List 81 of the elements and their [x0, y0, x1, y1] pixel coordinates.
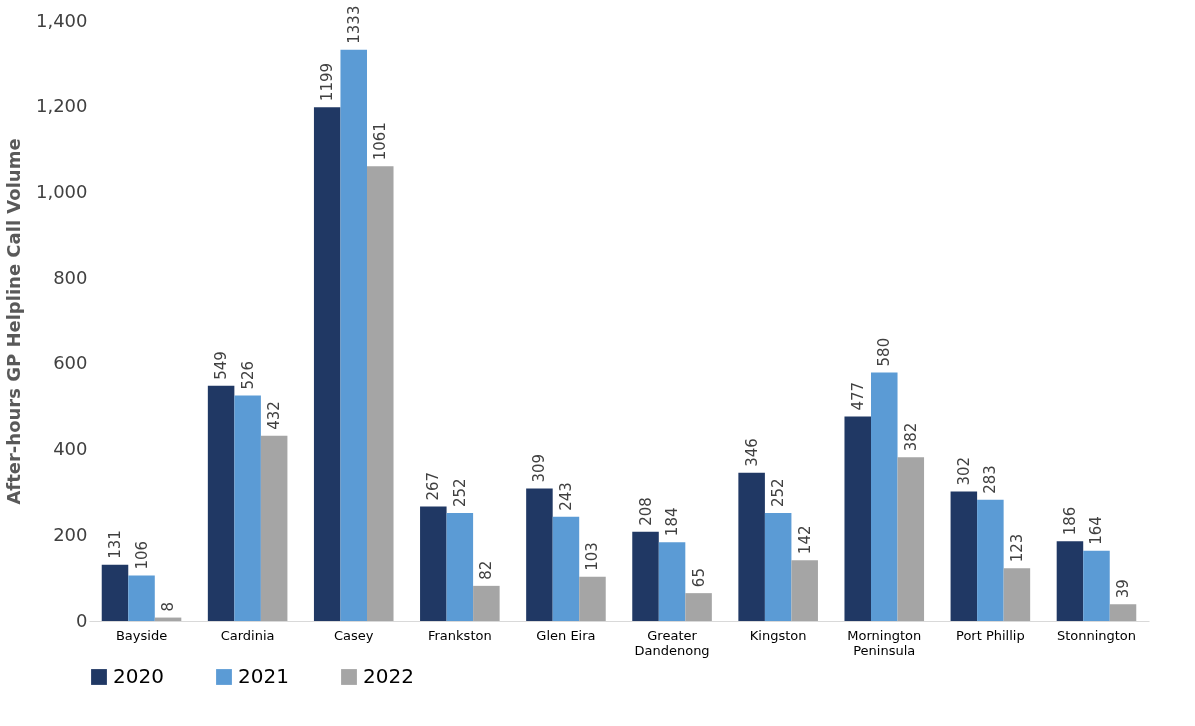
- data-label: 243: [556, 482, 575, 511]
- bar: [367, 166, 394, 621]
- data-label: 549: [212, 351, 231, 380]
- x-tick-label: Greater Dandenong: [634, 627, 710, 658]
- bar: [977, 499, 1004, 621]
- x-tick-label: Frankston: [428, 627, 492, 643]
- data-label: 39: [1114, 579, 1132, 599]
- bar: [101, 564, 129, 621]
- legend-label: 2020: [113, 664, 164, 688]
- y-tick-label: 0: [76, 609, 88, 631]
- bar: [738, 472, 765, 621]
- y-axis-title: After-hours GP Helpline Call Volume: [2, 138, 24, 505]
- data-label: 1333: [344, 5, 363, 44]
- bar: [632, 531, 659, 621]
- x-tick-label: Kingston: [749, 627, 807, 643]
- data-label: 164: [1087, 516, 1106, 545]
- bar: [473, 585, 500, 621]
- data-label: 106: [132, 540, 151, 570]
- y-tick-label: 400: [53, 438, 88, 460]
- data-label: 131: [106, 530, 124, 559]
- x-tick-label: Stonnington: [1056, 627, 1137, 643]
- bar: [685, 593, 712, 621]
- x-tick-label: Port Phillip: [956, 627, 1025, 643]
- x-tick-label: Casey: [333, 627, 374, 643]
- data-label: 1199: [318, 62, 337, 102]
- bar: [552, 516, 580, 621]
- legend-label: 2022: [363, 664, 414, 688]
- data-label: 8: [159, 602, 178, 612]
- bar: [526, 488, 553, 621]
- bar: [1003, 568, 1031, 621]
- y-tick-label: 1,200: [35, 95, 88, 117]
- x-tick-label: Mornington Peninsula: [847, 627, 922, 658]
- bar: [658, 542, 686, 621]
- bar: [950, 491, 978, 621]
- bar: [128, 575, 155, 621]
- x-tick-label: Glen Eira: [536, 627, 596, 643]
- y-tick-label: 600: [53, 352, 88, 374]
- x-tick-label: Bayside: [115, 627, 168, 643]
- data-label: 283: [981, 465, 1000, 494]
- bar: [340, 49, 367, 621]
- bar: [234, 395, 261, 621]
- data-label: 1061: [371, 122, 390, 161]
- data-label: 267: [424, 471, 443, 501]
- y-tick-label: 1,400: [35, 9, 88, 31]
- data-label: 346: [742, 438, 761, 467]
- bar: [420, 506, 447, 621]
- data-label: 309: [530, 453, 549, 483]
- y-tick-label: 1,000: [35, 180, 88, 202]
- data-label: 65: [689, 568, 708, 588]
- data-label: 103: [583, 542, 602, 571]
- data-label: 186: [1060, 506, 1079, 536]
- data-label: 580: [875, 337, 894, 367]
- x-tick-label: Cardinia: [220, 627, 275, 643]
- data-label: 184: [663, 507, 682, 537]
- bar: [791, 560, 818, 621]
- bar: [1083, 550, 1110, 621]
- y-tick-label: 200: [53, 523, 88, 545]
- bar: [579, 576, 606, 621]
- bar: [313, 107, 341, 621]
- bar: [871, 372, 898, 621]
- bar: [764, 513, 792, 621]
- bar: [897, 457, 925, 621]
- data-label: 123: [1007, 533, 1026, 563]
- bar: [207, 385, 235, 621]
- y-tick-label: 800: [53, 266, 88, 288]
- data-label: 82: [477, 560, 496, 580]
- data-label: 432: [265, 401, 284, 430]
- bar: [446, 513, 474, 621]
- data-label: 252: [450, 478, 469, 507]
- bar: [1056, 541, 1084, 621]
- data-label: 142: [795, 525, 814, 555]
- data-label: 526: [238, 360, 257, 390]
- data-label: 382: [901, 422, 920, 452]
- data-label: 208: [636, 497, 655, 526]
- data-label: 252: [769, 478, 788, 507]
- legend-label: 2021: [238, 664, 289, 688]
- bar: [260, 435, 288, 621]
- bar: [844, 416, 871, 621]
- data-label: 477: [848, 381, 867, 411]
- data-label: 302: [954, 456, 973, 486]
- bar: [1109, 604, 1137, 621]
